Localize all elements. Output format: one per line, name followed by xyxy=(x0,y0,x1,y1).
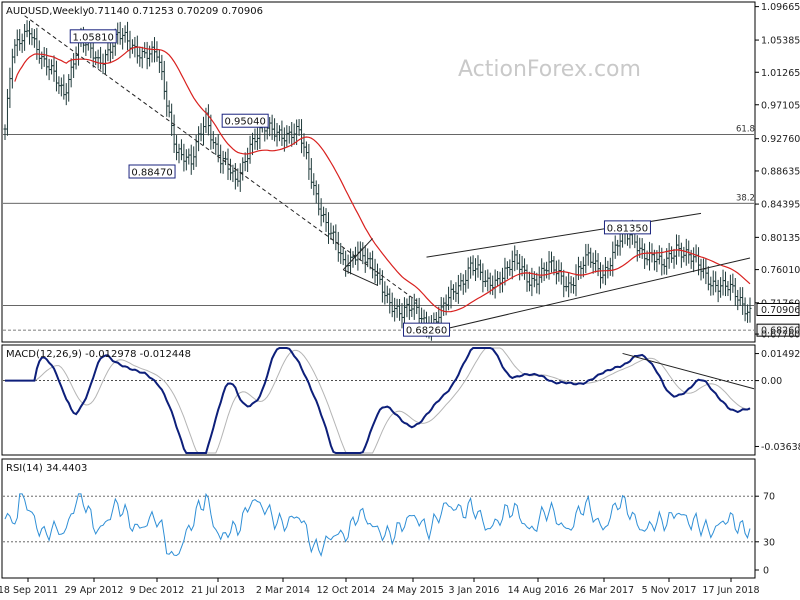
price-panel-title: AUDUSD,Weekly xyxy=(6,6,89,17)
x-axis-label: 14 Aug 2016 xyxy=(508,585,569,596)
rsi-axis-label: 70 xyxy=(763,492,775,503)
x-axis-label: 12 Oct 2014 xyxy=(317,585,376,596)
channel-upper-line xyxy=(426,212,702,258)
price-axis-label: 0.92760 xyxy=(761,134,800,145)
channel-lower-line xyxy=(441,257,751,331)
rsi-line xyxy=(4,492,751,558)
price-panel-frame xyxy=(1,1,756,343)
rsi-axis-label: 30 xyxy=(763,537,775,548)
fib-label: 38.2 xyxy=(736,193,755,203)
rsi-axis-label: 0 xyxy=(763,566,769,577)
rsi-layer xyxy=(3,492,754,558)
price-annotation-label: 1.05810 xyxy=(73,32,114,43)
rsi-panel-frame xyxy=(1,458,756,579)
wedge-line xyxy=(342,238,373,271)
x-axis-label: 21 Jul 2013 xyxy=(191,585,245,596)
price-axis-label: 0.68260 xyxy=(761,326,800,337)
price-axis-marker xyxy=(756,323,800,337)
price-axis-marker xyxy=(756,302,800,316)
macd-axis-label: 0.00 xyxy=(761,376,782,387)
price-axis-label: 0.67760 xyxy=(761,330,800,341)
x-axis-label: 3 Jan 2016 xyxy=(449,585,500,596)
macd-axis-label: -0.036389 xyxy=(761,442,800,453)
macd-layer xyxy=(3,347,755,454)
price-annotation-box xyxy=(128,164,176,179)
wedge-line xyxy=(342,269,378,286)
price-annotation-label: 0.95040 xyxy=(224,117,265,128)
x-axis-label: 18 Sep 2011 xyxy=(0,585,58,596)
price-annotation-box xyxy=(221,113,269,128)
price-annotation-label: 0.81350 xyxy=(607,223,648,234)
rsi-panel-title: RSI(14) 34.4403 xyxy=(6,463,87,474)
x-axis-label: 2 Mar 2014 xyxy=(256,585,310,596)
x-axis-label: 24 May 2015 xyxy=(382,585,444,596)
price-axis-label: 1.05385 xyxy=(761,36,800,47)
x-axis-label: 26 Mar 2017 xyxy=(574,585,634,596)
price-axis-label: 0.88635 xyxy=(761,166,800,177)
price-axis-label: 0.84395 xyxy=(761,200,800,211)
ohlc-readout: 0.71140 0.71253 0.70209 0.70906 xyxy=(88,6,263,17)
watermark: ActionForex.com xyxy=(458,57,641,82)
price-annotation-label: 0.88470 xyxy=(131,168,172,179)
macd-trendline xyxy=(622,352,755,390)
moving-average-line xyxy=(14,46,751,313)
long-term-trendline xyxy=(24,15,418,302)
macd-line xyxy=(5,347,751,454)
macd-panel-title: MACD(12,26,9) -0.012978 -0.012448 xyxy=(6,349,191,360)
price-axis-label: 1.01265 xyxy=(761,68,800,79)
price-annotation-label: 0.68260 xyxy=(406,326,447,337)
price-axis-label: 1.09665 xyxy=(761,2,800,13)
x-axis-label: 17 Jun 2018 xyxy=(702,585,759,596)
ohlc-bar xyxy=(748,297,752,323)
macd-axis-label: 0.014925 xyxy=(761,349,800,360)
x-axis-label: 9 Dec 2012 xyxy=(130,585,185,596)
price-layer: 61.8 38.2 1.05810 0.95040 0.88470 0.81350 0.68… xyxy=(3,15,755,341)
price-annotation-box xyxy=(603,220,651,235)
x-axis-label: 29 Apr 2012 xyxy=(65,585,124,596)
macd-panel-frame xyxy=(1,344,756,456)
price-axis-label: 0.70906 xyxy=(761,305,800,316)
price-axis-label: 0.97105 xyxy=(761,100,800,111)
price-axis-label: 0.80135 xyxy=(761,233,800,244)
price-annotation-box xyxy=(403,322,451,337)
price-annotation-box xyxy=(69,29,117,44)
macd-signal-line xyxy=(5,347,751,454)
fib-label: 61.8 xyxy=(736,124,755,134)
x-axis-label: 5 Nov 2017 xyxy=(642,585,697,596)
price-axis-label: 0.76010 xyxy=(761,265,800,276)
